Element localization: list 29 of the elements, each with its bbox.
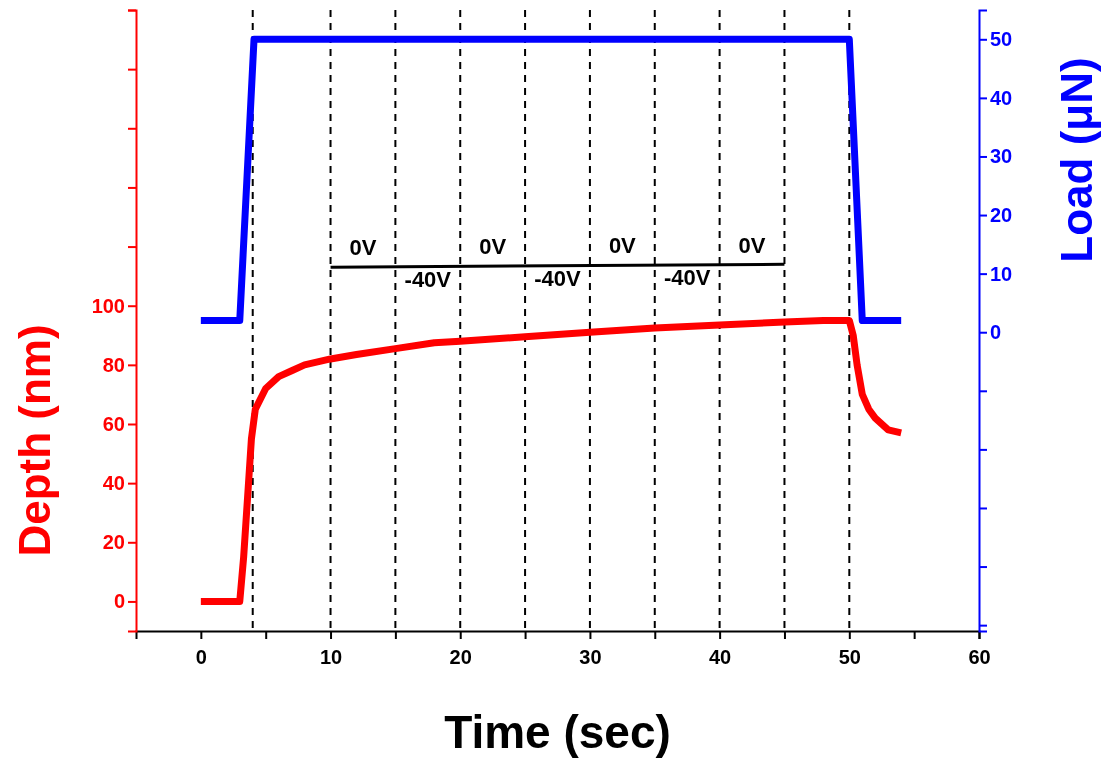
y2-axis-title: Load (μN) [1052, 57, 1101, 263]
x-tick-label: 50 [838, 646, 861, 668]
y2-tick-label: 40 [990, 86, 1013, 109]
y-tick-label: 40 [102, 472, 125, 495]
x-axis-title: Time (sec) [444, 706, 671, 758]
y2-tick-label: 20 [990, 203, 1013, 226]
x-tick-label: 0 [195, 646, 207, 668]
y2-tick-label: 30 [990, 145, 1013, 168]
annotation: 0V [738, 232, 766, 258]
annotation: -40V [663, 264, 711, 290]
x-tick-label: 60 [968, 646, 991, 668]
x-tick-label: 40 [708, 646, 732, 668]
x-tick-label: 30 [579, 646, 602, 668]
x-tick-label: 20 [449, 646, 472, 668]
y-tick-label: 80 [102, 353, 125, 376]
annotation: -40V [404, 266, 452, 292]
y2-tick-label: 50 [990, 28, 1013, 51]
x-tick-label: 10 [319, 646, 343, 668]
annotation: 0V [608, 233, 637, 259]
annotation: 0V [349, 235, 377, 261]
y-tick-label: 100 [91, 294, 125, 317]
annotation: -40V [534, 265, 582, 291]
y2-tick-label: 0 [990, 321, 1002, 344]
y-axis-title: Depth (nm) [10, 324, 59, 557]
y-tick-label: 0 [113, 590, 125, 613]
y2-tick-label: 10 [990, 262, 1013, 285]
annotation: 0V [479, 234, 507, 260]
y-tick-label: 60 [102, 412, 125, 435]
y-tick-label: 20 [102, 531, 125, 554]
